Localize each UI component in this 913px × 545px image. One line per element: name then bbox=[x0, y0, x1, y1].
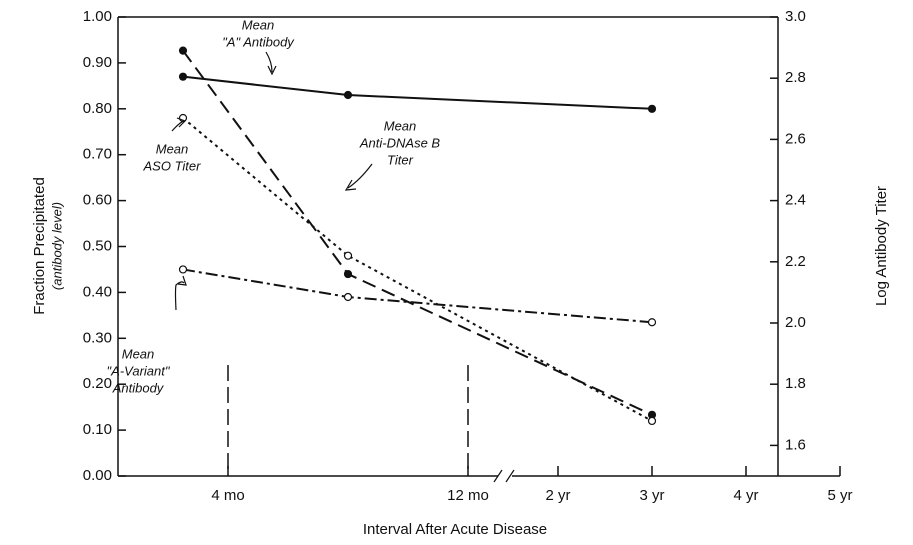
x-tick-label: 4 yr bbox=[733, 487, 758, 504]
series-line bbox=[182, 117, 653, 422]
annotation-arrowhead bbox=[177, 275, 187, 286]
x-axis-title: Interval After Acute Disease bbox=[363, 521, 547, 538]
annotation: Mean bbox=[384, 118, 417, 133]
data-point bbox=[343, 251, 353, 260]
data-point bbox=[178, 265, 188, 274]
series-line bbox=[182, 268, 653, 324]
y-tick-label: 0.20 bbox=[83, 375, 112, 392]
data-point bbox=[343, 269, 353, 279]
annotation-arrow bbox=[171, 120, 185, 132]
y2-tick-label: 1.6 bbox=[785, 436, 806, 453]
data-point bbox=[647, 318, 657, 327]
x-tick-label: 2 yr bbox=[545, 487, 570, 504]
annotation: Titer bbox=[387, 152, 414, 167]
y-tick-label: 0.70 bbox=[83, 146, 112, 163]
annotation: Mean bbox=[122, 346, 155, 361]
y2-tick-label: 3.0 bbox=[785, 8, 806, 25]
y2-tick-label: 2.4 bbox=[785, 192, 806, 209]
x-tick-label: 5 yr bbox=[827, 487, 852, 504]
data-point bbox=[647, 416, 657, 426]
data-point bbox=[343, 90, 353, 100]
x-tick-label: 4 mo bbox=[211, 487, 244, 504]
annotation-arrowhead bbox=[344, 179, 357, 191]
annotation: ASO Titer bbox=[143, 158, 202, 173]
y2-tick-label: 2.0 bbox=[785, 314, 806, 331]
annotation: Mean bbox=[242, 17, 275, 32]
y-tick-label: 0.30 bbox=[83, 329, 112, 346]
annotation-arrow bbox=[174, 281, 185, 311]
y-tick-label: 0.60 bbox=[83, 192, 112, 209]
x-tick-label: 3 yr bbox=[639, 487, 664, 504]
y2-tick-label: 2.6 bbox=[785, 130, 806, 147]
annotation: Anti-DNAse B bbox=[359, 135, 441, 150]
y2-tick-label: 2.2 bbox=[785, 253, 806, 270]
series-line bbox=[182, 75, 653, 110]
y2-tick-label: 1.8 bbox=[785, 375, 806, 392]
annotation: Mean bbox=[156, 141, 189, 156]
y-tick-label: 1.00 bbox=[83, 8, 112, 25]
y-axis-subtitle: (antibody level) bbox=[49, 202, 64, 290]
axis-break bbox=[493, 469, 515, 483]
data-point bbox=[178, 72, 188, 81]
y2-tick-label: 2.8 bbox=[785, 69, 806, 86]
y-tick-label: 0.50 bbox=[83, 237, 112, 254]
y-tick-label: 0.00 bbox=[83, 467, 112, 484]
annotation-arrowhead bbox=[176, 117, 187, 128]
data-point bbox=[647, 104, 657, 113]
y-tick-label: 0.80 bbox=[83, 100, 112, 117]
data-point bbox=[343, 292, 353, 302]
y2-axis-title: Log Antibody Titer bbox=[873, 186, 890, 306]
annotation: Antibody bbox=[112, 380, 165, 395]
y-axis-title: Fraction Precipitated bbox=[31, 177, 48, 315]
annotation-arrow bbox=[347, 163, 373, 189]
annotation-arrowhead bbox=[267, 65, 277, 76]
data-point bbox=[178, 46, 188, 55]
x-tick-label: 12 mo bbox=[447, 487, 489, 504]
annotation-arrow bbox=[265, 51, 273, 73]
y-tick-label: 0.10 bbox=[83, 421, 112, 438]
annotation: "A" Antibody bbox=[222, 34, 295, 49]
y-tick-label: 0.90 bbox=[83, 54, 112, 71]
annotation: "A-Variant" bbox=[107, 363, 171, 378]
y-tick-label: 0.40 bbox=[83, 283, 112, 300]
